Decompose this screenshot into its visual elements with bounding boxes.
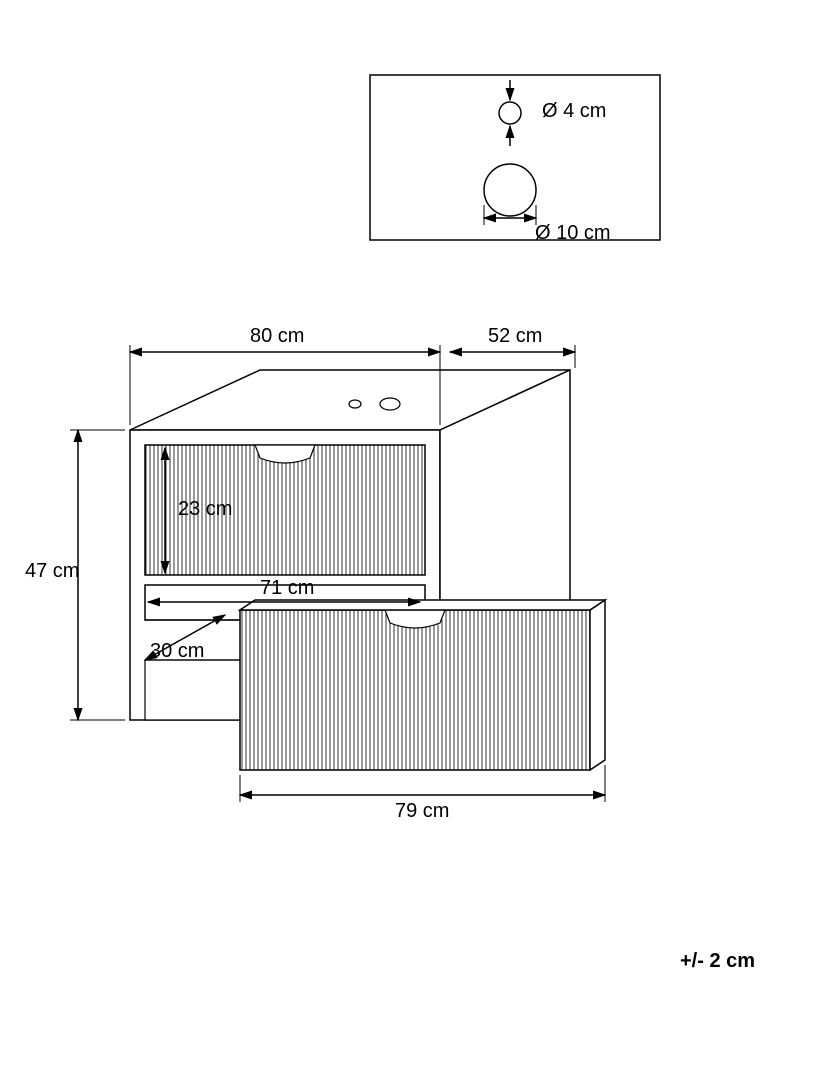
label-tolerance: +/- 2 cm bbox=[680, 950, 755, 973]
label-depth-top: 52 cm bbox=[488, 325, 542, 348]
label-inner-depth: 30 cm bbox=[150, 640, 204, 663]
label-large-dia: Ø 10 cm bbox=[535, 222, 611, 245]
label-small-dia: Ø 4 cm bbox=[542, 100, 606, 123]
label-width-top: 80 cm bbox=[250, 325, 304, 348]
diagram-svg bbox=[0, 0, 830, 1080]
main-view bbox=[70, 345, 605, 802]
dimension-diagram: Ø 4 cm Ø 10 cm 80 cm 52 cm 47 cm 23 cm 7… bbox=[0, 0, 830, 1080]
label-height-total: 47 cm bbox=[25, 560, 79, 583]
label-inner-width: 71 cm bbox=[260, 577, 314, 600]
label-front-width: 79 cm bbox=[395, 800, 449, 823]
top-view bbox=[370, 75, 660, 240]
label-drawer-height: 23 cm bbox=[178, 498, 232, 521]
